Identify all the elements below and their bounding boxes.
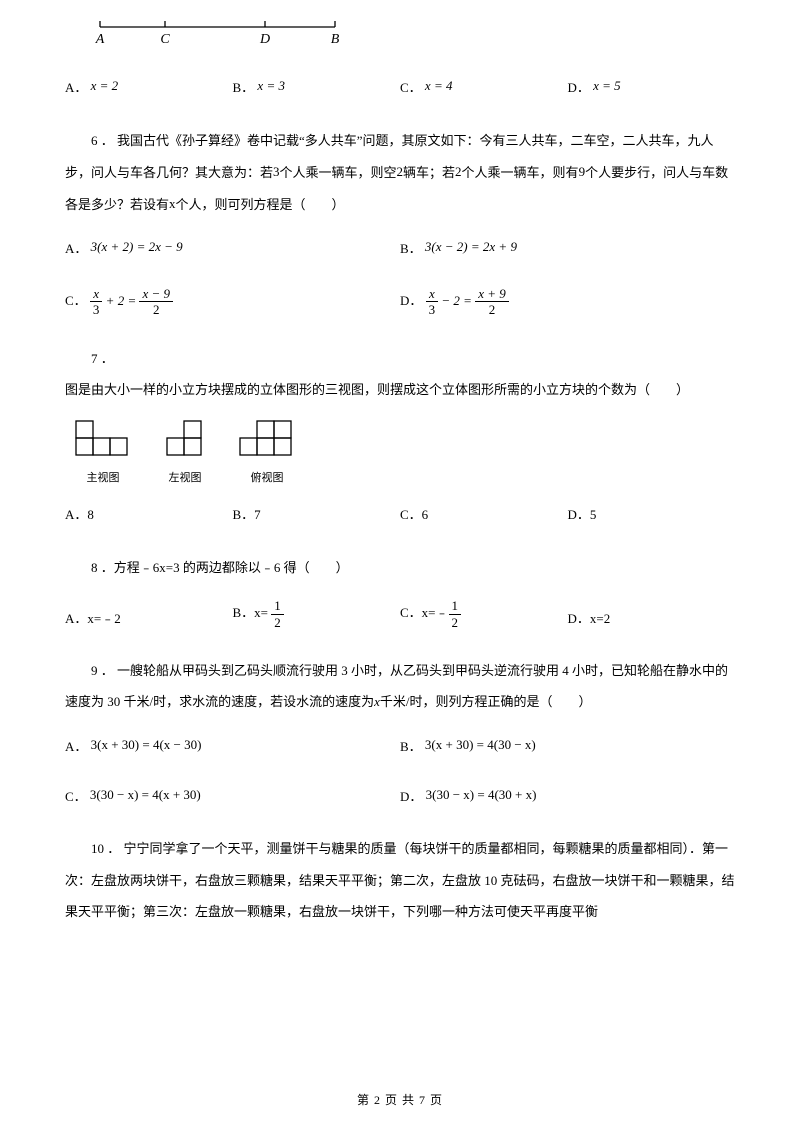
q5-opt-a: A． x = 2	[65, 74, 233, 99]
q8-opt-b: B．x= 12	[233, 598, 401, 630]
q6-opt-c: C． x3 + 2 = x − 92	[65, 286, 400, 318]
q6-a-expr: 3(x + 2) = 2x − 9	[91, 239, 183, 254]
q6-options-row2: C． x3 + 2 = x − 92 D． x3 − 2 = x + 92	[65, 286, 735, 318]
q6-opt-b: B． 3(x − 2) = 2x + 9	[400, 235, 735, 260]
q10-text: 10 ． 宁宁同学拿了一个天平，测量饼干与糖果的质量（每块饼干的质量都相同，每颗…	[65, 833, 735, 927]
line-segment-diagram: ACDB	[95, 15, 735, 54]
q7-opt-a: A．8	[65, 503, 233, 526]
q5-opt-d: D． x = 5	[568, 74, 736, 99]
q9-opt-b: B． 3(x + 30) = 4(30 − x)	[400, 733, 735, 758]
q8-options: A．x=﹣2 B．x= 12 C．x=﹣12 D．x=2	[65, 598, 735, 630]
q7-text: 7 ． 图是由大小一样的小立方块摆成的立体图形的三视图，则摆成这个立体图形所需的…	[65, 343, 735, 405]
q6-b-expr: 3(x − 2) = 2x + 9	[425, 239, 517, 254]
q6-options-row1: A． 3(x + 2) = 2x − 9 B． 3(x − 2) = 2x + …	[65, 235, 735, 260]
q7-opt-d: D．5	[568, 503, 736, 526]
q7-options: A．8 B．7 C．6 D．5	[65, 503, 735, 526]
q6-text: 6 ． 我国古代《孙子算经》卷中记载“多人共车”问题，其原文如下：今有三人共车，…	[65, 125, 735, 221]
q5-a-expr: x = 2	[91, 78, 119, 93]
q8-opt-a: A．x=﹣2	[65, 607, 233, 630]
front-view: 主视图	[75, 420, 131, 488]
front-view-svg	[75, 420, 131, 458]
q9-opt-d: D． 3(30 − x) = 4(30 + x)	[400, 783, 735, 808]
q7-opt-b: B．7	[233, 503, 401, 526]
svg-text:B: B	[331, 32, 340, 47]
q8-opt-d: D．x=2	[568, 607, 736, 630]
q8-text: 8 ．方程﹣6x=3 的两边都除以﹣6 得（ ）	[65, 552, 735, 583]
q9-opt-a: A． 3(x + 30) = 4(x − 30)	[65, 733, 400, 758]
top-view-svg	[239, 420, 295, 458]
q8-opt-c: C．x=﹣12	[400, 598, 568, 630]
q5-b-expr: x = 3	[257, 78, 285, 93]
q6-opt-d: D． x3 − 2 = x + 92	[400, 286, 735, 318]
q5-opt-b: B． x = 3	[233, 74, 401, 99]
q9-b-expr: 3(x + 30) = 4(30 − x)	[425, 737, 536, 752]
q5-c-expr: x = 4	[425, 78, 453, 93]
left-view-svg	[166, 420, 204, 458]
svg-text:D: D	[259, 32, 270, 47]
q9-c-expr: 3(30 − x) = 4(x + 30)	[90, 787, 201, 802]
left-view: 左视图	[166, 420, 204, 488]
q6-opt-a: A． 3(x + 2) = 2x − 9	[65, 235, 400, 260]
q9-options-row1: A． 3(x + 30) = 4(x − 30) B． 3(x + 30) = …	[65, 733, 735, 758]
q9-text: 9 ． 一艘轮船从甲码头到乙码头顺流行驶用 3 小时，从乙码头到甲码头逆流行驶用…	[65, 655, 735, 717]
q9-d-expr: 3(30 − x) = 4(30 + x)	[426, 787, 537, 802]
q7-views: 主视图 左视图 俯视图	[75, 420, 735, 488]
top-view: 俯视图	[239, 420, 295, 488]
svg-text:A: A	[95, 32, 105, 47]
q5-opt-c: C． x = 4	[400, 74, 568, 99]
svg-text:C: C	[160, 32, 170, 47]
line-svg: ACDB	[95, 15, 355, 47]
page-footer: 第 2 页 共 7 页	[0, 1090, 800, 1112]
q9-options-row2: C． 3(30 − x) = 4(x + 30) D． 3(30 − x) = …	[65, 783, 735, 808]
q5-options: A． x = 2 B． x = 3 C． x = 4 D． x = 5	[65, 74, 735, 99]
q9-opt-c: C． 3(30 − x) = 4(x + 30)	[65, 783, 400, 808]
q9-a-expr: 3(x + 30) = 4(x − 30)	[91, 737, 202, 752]
q7-opt-c: C．6	[400, 503, 568, 526]
q5-d-expr: x = 5	[593, 78, 621, 93]
